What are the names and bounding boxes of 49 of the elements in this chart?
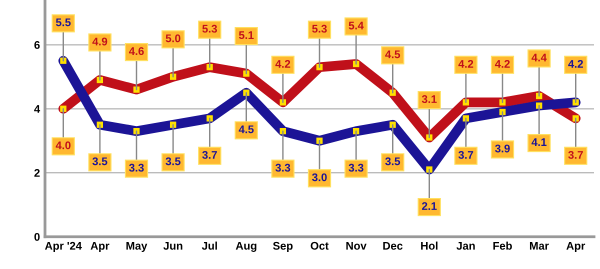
x-tick-label: Dec — [383, 242, 403, 250]
data-label: 3.5 — [166, 157, 181, 166]
data-label: 4.5 — [238, 126, 254, 134]
data-label: 3.3 — [348, 164, 364, 172]
x-tick-label: Apr — [90, 242, 110, 252]
data-label: 4.5 — [385, 50, 400, 58]
x-tick-label: Aug — [236, 242, 256, 252]
data-label: 4.6 — [128, 47, 144, 56]
data-label: 3.3 — [129, 164, 144, 172]
data-label: 3.7 — [202, 150, 217, 159]
x-tick-label: Mar — [530, 242, 549, 250]
data-label: 3.1 — [422, 95, 437, 104]
x-tick-label: Hol — [421, 242, 438, 250]
data-label: 4.4 — [532, 54, 547, 62]
x-tick-label: Jun — [163, 242, 182, 250]
data-label: 3.0 — [312, 173, 327, 182]
data-label: 3.7 — [458, 150, 474, 159]
data-label: 5.0 — [166, 34, 180, 42]
y-tick-label: 6 — [34, 41, 40, 49]
x-tick-label: May — [126, 242, 148, 252]
data-label: 5.4 — [348, 22, 364, 30]
data-label: 3.7 — [568, 150, 583, 159]
data-label: 3.9 — [495, 144, 510, 152]
data-label: 4.2 — [275, 60, 290, 68]
y-tick-label: 4 — [34, 105, 40, 113]
x-tick-label: Oct — [310, 242, 329, 250]
data-label: 5.3 — [202, 24, 218, 33]
y-tick-label: 2 — [34, 169, 40, 177]
data-label: 3.5 — [92, 157, 108, 166]
data-label: 4.2 — [568, 60, 583, 68]
data-label: 5.3 — [312, 24, 327, 33]
data-label: 3.5 — [385, 157, 400, 166]
data-label: 5.5 — [56, 18, 71, 26]
x-tick-label: Jan — [456, 242, 475, 250]
x-tick-label: Apr — [566, 242, 586, 252]
x-tick-label: Jul — [202, 242, 217, 250]
x-tick-label: Nov — [346, 242, 367, 250]
data-label: 3.3 — [275, 164, 290, 172]
data-label: 4.2 — [494, 60, 510, 68]
data-label: 4.1 — [532, 138, 547, 146]
data-label: 4.2 — [458, 60, 474, 68]
x-tick-label: Feb — [493, 242, 512, 250]
data-label: 4.0 — [56, 141, 71, 150]
data-label: 5.1 — [238, 31, 254, 40]
x-tick-label: Apr '24 — [44, 242, 82, 252]
x-tick-label: Sep — [273, 242, 293, 252]
data-label: 4.9 — [92, 38, 108, 46]
data-label: 2.1 — [422, 202, 437, 210]
y-tick-label: 0 — [34, 232, 40, 241]
